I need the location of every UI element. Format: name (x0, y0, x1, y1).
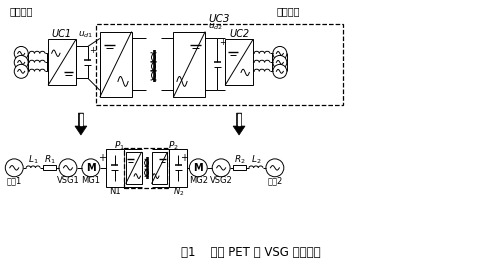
Text: +: + (89, 46, 96, 55)
Bar (224, 40, 253, 85)
Circle shape (14, 56, 28, 69)
Polygon shape (75, 113, 87, 135)
Bar (125, 152, 141, 184)
Text: $N_{2}$: $N_{2}$ (172, 186, 184, 198)
Circle shape (82, 159, 100, 177)
Text: $u_{d1}$: $u_{d1}$ (78, 29, 93, 40)
Circle shape (273, 64, 286, 78)
Text: UC2: UC2 (228, 29, 248, 38)
Text: 低压电网: 低压电网 (276, 7, 299, 17)
Circle shape (266, 159, 283, 177)
Polygon shape (80, 114, 82, 125)
Text: 电网1: 电网1 (7, 176, 22, 185)
Circle shape (59, 159, 77, 177)
Polygon shape (232, 113, 244, 135)
Text: 图1    传统 PET 的 VSG 控制模型: 图1 传统 PET 的 VSG 控制模型 (181, 246, 320, 259)
Text: N1: N1 (109, 187, 120, 196)
Text: VSG2: VSG2 (209, 176, 232, 185)
Bar (100, 32, 131, 97)
Bar (43, 165, 56, 170)
Bar (106, 149, 123, 187)
Bar (48, 40, 76, 85)
Bar (96, 23, 342, 105)
Polygon shape (237, 114, 240, 125)
Circle shape (212, 159, 229, 177)
Bar (232, 165, 245, 170)
Bar (151, 152, 167, 184)
Text: $R_{2}$: $R_{2}$ (233, 154, 245, 166)
Circle shape (14, 46, 28, 60)
Bar (169, 149, 187, 187)
Text: 电网2: 电网2 (267, 176, 282, 185)
Circle shape (189, 159, 207, 177)
Text: $L_{2}$: $L_{2}$ (250, 154, 261, 166)
Text: UC1: UC1 (52, 29, 72, 38)
Text: MG2: MG2 (188, 176, 207, 185)
Text: M: M (86, 163, 96, 173)
Text: $P_{1}$: $P_{1}$ (114, 140, 125, 152)
Circle shape (273, 56, 286, 69)
Circle shape (273, 46, 286, 60)
Text: MG1: MG1 (81, 176, 100, 185)
Text: +: + (98, 153, 106, 163)
Text: $u_{d2}$: $u_{d2}$ (207, 21, 222, 32)
Text: +: + (218, 38, 225, 47)
Bar (173, 32, 205, 97)
Text: $P_{2}$: $P_{2}$ (168, 140, 178, 152)
Circle shape (6, 159, 23, 177)
Text: $L_{1}$: $L_{1}$ (28, 154, 38, 166)
Text: $R_{1}$: $R_{1}$ (44, 154, 55, 166)
Circle shape (14, 64, 28, 78)
Bar (123, 148, 169, 188)
Text: +: + (180, 153, 188, 163)
Text: M: M (193, 163, 203, 173)
Text: UC3: UC3 (208, 14, 229, 23)
Text: 高压电网: 高压电网 (10, 7, 33, 17)
Text: VSG1: VSG1 (57, 176, 79, 185)
